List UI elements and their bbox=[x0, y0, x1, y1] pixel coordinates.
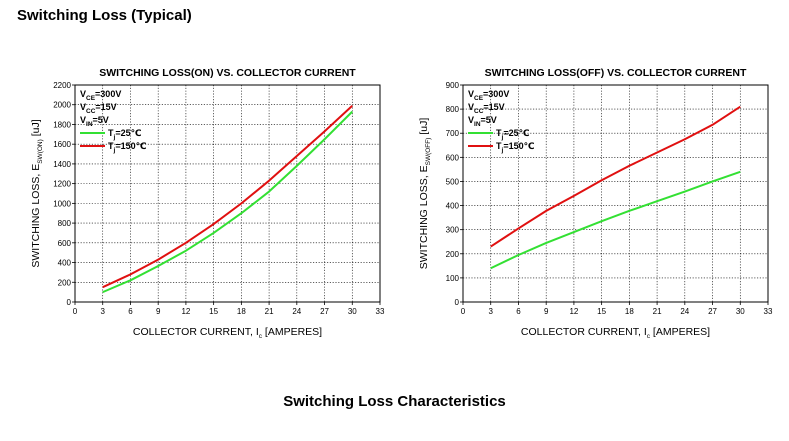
y-tick-label: 200 bbox=[446, 250, 460, 259]
x-tick-label: 0 bbox=[461, 307, 466, 316]
y-tick-label: 1400 bbox=[53, 160, 71, 169]
x-axis-label: COLLECTOR CURRENT, Ic [AMPERES] bbox=[133, 326, 322, 340]
y-tick-label: 0 bbox=[67, 298, 72, 307]
y-tick-label: 400 bbox=[446, 202, 460, 211]
x-tick-label: 0 bbox=[73, 307, 78, 316]
x-tick-label: 3 bbox=[489, 307, 494, 316]
y-tick-label: 200 bbox=[58, 278, 72, 287]
x-tick-label: 33 bbox=[376, 307, 385, 316]
plot-frame bbox=[462, 84, 769, 303]
condition-label: VIN=5V bbox=[468, 115, 497, 128]
y-tick-label: 2200 bbox=[53, 81, 71, 90]
y-tick-label: 800 bbox=[58, 219, 72, 228]
legend-entry: Tj=150℃ bbox=[108, 141, 147, 154]
x-tick-label: 33 bbox=[764, 307, 773, 316]
series-line-tj25 bbox=[490, 170, 741, 270]
x-tick-label: 15 bbox=[597, 307, 606, 316]
series-line-tj150 bbox=[490, 105, 741, 248]
legend-entry: Tj=25℃ bbox=[496, 128, 530, 141]
series-line-tj25 bbox=[102, 110, 353, 294]
series-line-tj150 bbox=[102, 104, 353, 289]
switching-loss-on-chart: SWITCHING LOSS(ON) VS. COLLECTOR CURRENT… bbox=[30, 67, 385, 340]
plot-frame bbox=[74, 84, 381, 303]
x-tick-label: 18 bbox=[237, 307, 246, 316]
x-tick-label: 9 bbox=[544, 307, 549, 316]
y-tick-label: 1200 bbox=[53, 180, 71, 189]
condition-label: VCC=15V bbox=[468, 102, 505, 115]
x-tick-label: 18 bbox=[625, 307, 634, 316]
y-tick-label: 1800 bbox=[53, 120, 71, 129]
x-tick-label: 27 bbox=[320, 307, 329, 316]
y-tick-label: 1000 bbox=[53, 199, 71, 208]
switching-loss-off-chart: SWITCHING LOSS(OFF) VS. COLLECTOR CURREN… bbox=[418, 67, 773, 340]
legend-entry: Tj=150℃ bbox=[496, 141, 535, 154]
x-tick-label: 21 bbox=[265, 307, 274, 316]
condition-label: VCE=300V bbox=[80, 89, 121, 102]
y-tick-label: 900 bbox=[446, 81, 460, 90]
x-tick-label: 3 bbox=[101, 307, 106, 316]
chart-title: SWITCHING LOSS(OFF) VS. COLLECTOR CURREN… bbox=[485, 67, 747, 79]
x-tick-label: 24 bbox=[292, 307, 301, 316]
x-tick-label: 21 bbox=[653, 307, 662, 316]
legend-entry: Tj=25℃ bbox=[108, 128, 142, 141]
x-tick-label: 12 bbox=[569, 307, 578, 316]
x-tick-label: 12 bbox=[181, 307, 190, 316]
y-tick-label: 800 bbox=[446, 105, 460, 114]
condition-label: VCE=300V bbox=[468, 89, 509, 102]
x-tick-label: 24 bbox=[680, 307, 689, 316]
x-tick-label: 27 bbox=[708, 307, 717, 316]
condition-label: VIN=5V bbox=[80, 115, 109, 128]
y-tick-label: 600 bbox=[446, 153, 460, 162]
x-tick-label: 30 bbox=[348, 307, 357, 316]
x-tick-label: 6 bbox=[128, 307, 133, 316]
chart-title: SWITCHING LOSS(ON) VS. COLLECTOR CURRENT bbox=[99, 67, 356, 79]
y-tick-label: 300 bbox=[446, 226, 460, 235]
y-tick-label: 700 bbox=[446, 129, 460, 138]
x-tick-label: 9 bbox=[156, 307, 161, 316]
y-axis-label: SWITCHING LOSS, ESW(ON) [uJ] bbox=[30, 119, 44, 267]
y-tick-label: 100 bbox=[446, 274, 460, 283]
y-axis-label: SWITCHING LOSS, ESW(OFF) [uJ] bbox=[418, 118, 432, 270]
y-tick-label: 0 bbox=[455, 298, 460, 307]
x-tick-label: 6 bbox=[516, 307, 521, 316]
y-tick-label: 600 bbox=[58, 239, 72, 248]
y-tick-label: 2000 bbox=[53, 101, 71, 110]
figure-caption: Switching Loss Characteristics bbox=[283, 393, 506, 410]
x-axis-label: COLLECTOR CURRENT, Ic [AMPERES] bbox=[521, 326, 710, 340]
condition-label: VCC=15V bbox=[80, 102, 117, 115]
y-tick-label: 1600 bbox=[53, 140, 71, 149]
x-tick-label: 30 bbox=[736, 307, 745, 316]
y-tick-label: 400 bbox=[58, 259, 72, 268]
x-tick-label: 15 bbox=[209, 307, 218, 316]
y-tick-label: 500 bbox=[446, 177, 460, 186]
page-title: Switching Loss (Typical) bbox=[17, 7, 192, 24]
